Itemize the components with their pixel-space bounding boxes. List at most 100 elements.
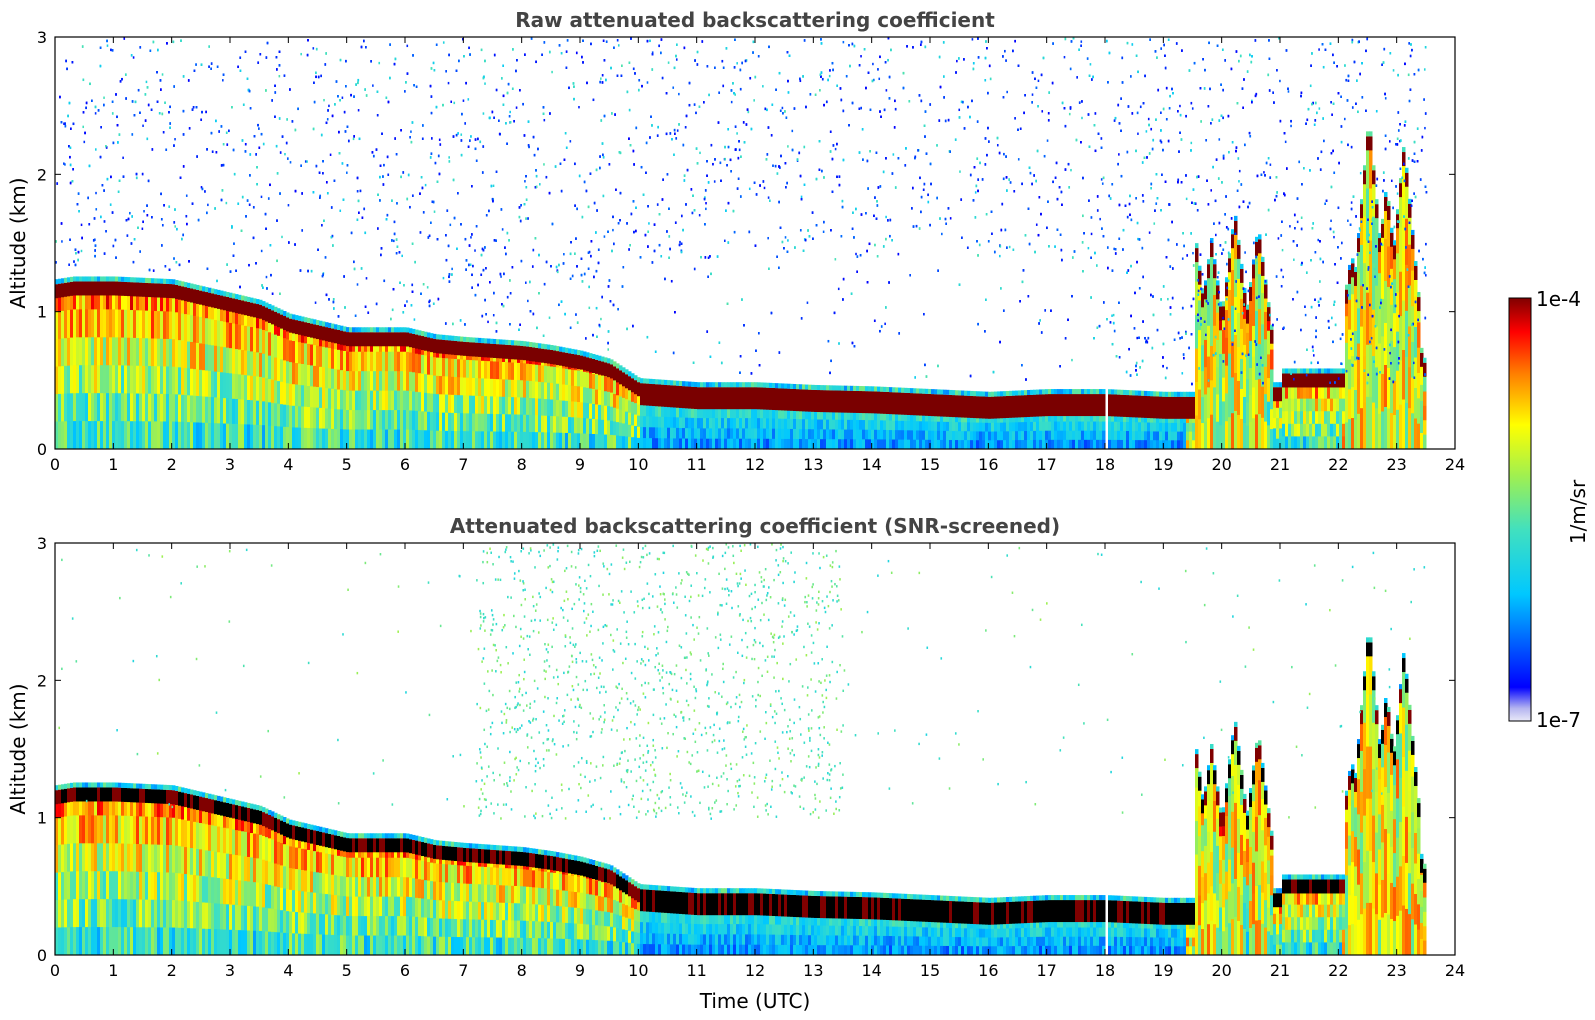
heatmap-cell — [997, 413, 1001, 424]
noise-point — [736, 132, 738, 135]
heatmap-cell — [1336, 436, 1340, 449]
heatmap-cell — [448, 394, 452, 414]
heatmap-cell — [790, 418, 794, 430]
layer-rim-cell — [1420, 347, 1424, 353]
heatmap-cell — [736, 428, 740, 440]
layer-rim-cell — [691, 381, 695, 387]
heatmap-cell — [451, 430, 455, 449]
heatmap-cell — [1333, 386, 1337, 400]
heatmap-cell — [358, 410, 362, 431]
heatmap-cell — [103, 393, 107, 422]
noise-point — [103, 96, 105, 99]
layer-top-cell — [571, 353, 575, 368]
noise-point — [1037, 79, 1040, 83]
layer-rim-cell — [565, 347, 569, 353]
heatmap-cell — [136, 393, 140, 422]
heatmap-cell — [424, 411, 428, 431]
layer-top-cell — [994, 396, 998, 419]
heatmap-cell — [883, 420, 887, 431]
layer-rim-cell — [424, 331, 428, 337]
layer-rim-cell — [586, 352, 590, 358]
layer-rim-cell — [1315, 368, 1319, 374]
layer-top-cell — [1390, 232, 1394, 247]
heatmap-cell — [634, 403, 638, 416]
heatmap-cell — [490, 431, 494, 449]
heatmap-cell — [976, 422, 980, 432]
heatmap-cell — [448, 358, 452, 378]
heatmap-cell — [388, 371, 392, 392]
heatmap-cell — [433, 375, 437, 395]
layer-rim-cell — [838, 385, 842, 391]
heatmap-cell — [1018, 413, 1022, 423]
heatmap-cell — [871, 410, 875, 421]
layer-top-cell — [433, 338, 437, 353]
noise-point — [563, 253, 565, 256]
heatmap-cell — [154, 366, 158, 395]
layer-top-cell — [232, 298, 236, 313]
layer-top-cell — [361, 332, 365, 347]
heatmap-cell — [1168, 422, 1172, 433]
heatmap-cell — [1309, 423, 1313, 437]
heatmap-cell — [439, 412, 443, 432]
heatmap-cell — [145, 365, 149, 395]
heatmap-cell — [949, 421, 953, 432]
noise-point — [1238, 180, 1240, 183]
heatmap-cell — [835, 419, 839, 430]
heatmap-cell — [544, 415, 548, 433]
heatmap-cell — [436, 375, 440, 395]
heatmap-cell — [214, 397, 218, 424]
heatmap-cell — [832, 419, 836, 430]
layer-top-cell — [319, 325, 323, 340]
heatmap-cell — [88, 365, 92, 394]
heatmap-cell — [997, 422, 1001, 432]
heatmap-cell — [190, 422, 194, 449]
heatmap-cell — [700, 428, 704, 440]
heatmap-cell — [733, 428, 737, 440]
heatmap-cell — [1012, 440, 1016, 449]
noise-point — [1341, 362, 1343, 366]
noise-point — [185, 194, 188, 197]
noise-point — [762, 85, 764, 88]
heatmap-cell — [976, 413, 980, 424]
heatmap-cell — [1279, 418, 1283, 429]
noise-point — [143, 210, 145, 213]
layer-top-cell — [1075, 394, 1079, 417]
layer-rim-cell — [238, 294, 242, 300]
layer-rim-cell — [841, 385, 845, 391]
layer-rim-cell — [1372, 165, 1376, 171]
heatmap-cell — [160, 283, 164, 312]
noise-point — [787, 239, 789, 242]
heatmap-cell — [340, 350, 344, 371]
layer-rim-cell — [307, 317, 311, 323]
heatmap-cell — [919, 421, 923, 432]
heatmap-cell — [1411, 270, 1415, 307]
heatmap-cell — [547, 415, 551, 433]
heatmap-cell — [73, 393, 77, 422]
layer-top-cell — [1342, 373, 1346, 388]
layer-rim-cell — [103, 276, 107, 282]
heatmap-cell — [586, 418, 590, 435]
noise-point — [600, 317, 602, 321]
heatmap-cell — [439, 430, 443, 449]
heatmap-cell — [1006, 440, 1010, 449]
heatmap-cell — [769, 428, 773, 440]
heatmap-cell — [886, 429, 890, 440]
heatmap-cell — [598, 390, 602, 406]
heatmap-cell — [1387, 327, 1391, 369]
heatmap-cell — [931, 421, 935, 432]
layer-rim-cell — [1099, 389, 1103, 395]
heatmap-cell — [283, 404, 287, 428]
heatmap-cell — [208, 370, 212, 398]
heatmap-cell — [373, 410, 377, 431]
layer-top-cell — [94, 281, 98, 296]
layer-rim-cell — [511, 340, 515, 346]
heatmap-cell — [1396, 409, 1400, 449]
heatmap-cell — [760, 428, 764, 440]
heatmap-cell — [259, 424, 263, 449]
layer-top-cell — [1408, 203, 1412, 218]
heatmap-cell — [1261, 261, 1265, 294]
heatmap-cell — [601, 390, 605, 406]
heatmap-cell — [1282, 411, 1286, 425]
heatmap-cell — [1009, 431, 1013, 441]
heatmap-cell — [457, 359, 461, 378]
